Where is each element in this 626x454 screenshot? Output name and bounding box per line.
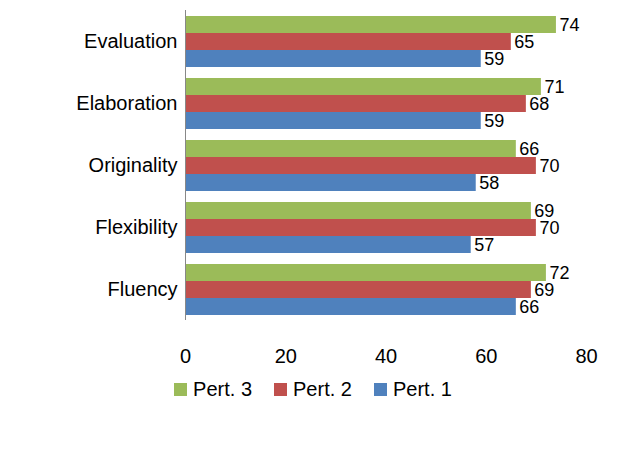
svg-text:0: 0 <box>180 345 191 367</box>
svg-text:74: 74 <box>559 15 579 35</box>
svg-text:Evaluation: Evaluation <box>84 30 177 52</box>
svg-text:58: 58 <box>479 173 499 193</box>
svg-text:71: 71 <box>544 76 565 97</box>
svg-text:69: 69 <box>534 200 555 221</box>
svg-text:60: 60 <box>475 345 497 367</box>
svg-text:70: 70 <box>539 218 559 238</box>
svg-text:72: 72 <box>549 262 570 283</box>
svg-text:20: 20 <box>275 345 297 367</box>
svg-text:59: 59 <box>484 49 504 69</box>
html-text:Pert. 1: Pert. 1 <box>393 378 452 400</box>
svg-text:59: 59 <box>484 111 504 131</box>
svg-text:Flexibility: Flexibility <box>95 216 177 238</box>
svg-text:66: 66 <box>519 297 539 317</box>
svg-text:40: 40 <box>375 345 397 367</box>
html-text:Pert. 2: Pert. 2 <box>293 378 352 400</box>
svg-text:66: 66 <box>519 139 539 159</box>
svg-text:80: 80 <box>575 345 597 367</box>
svg-text:70: 70 <box>539 156 559 176</box>
svg-text:Elaboration: Elaboration <box>76 92 177 114</box>
svg-text:57: 57 <box>474 235 494 255</box>
svg-text:68: 68 <box>529 94 549 114</box>
svg-text:69: 69 <box>534 279 555 300</box>
html-text:Pert. 3: Pert. 3 <box>193 378 252 400</box>
svg-text:65: 65 <box>514 32 534 52</box>
svg-text:Fluency: Fluency <box>107 278 177 300</box>
svg-text:Originality: Originality <box>89 154 178 176</box>
